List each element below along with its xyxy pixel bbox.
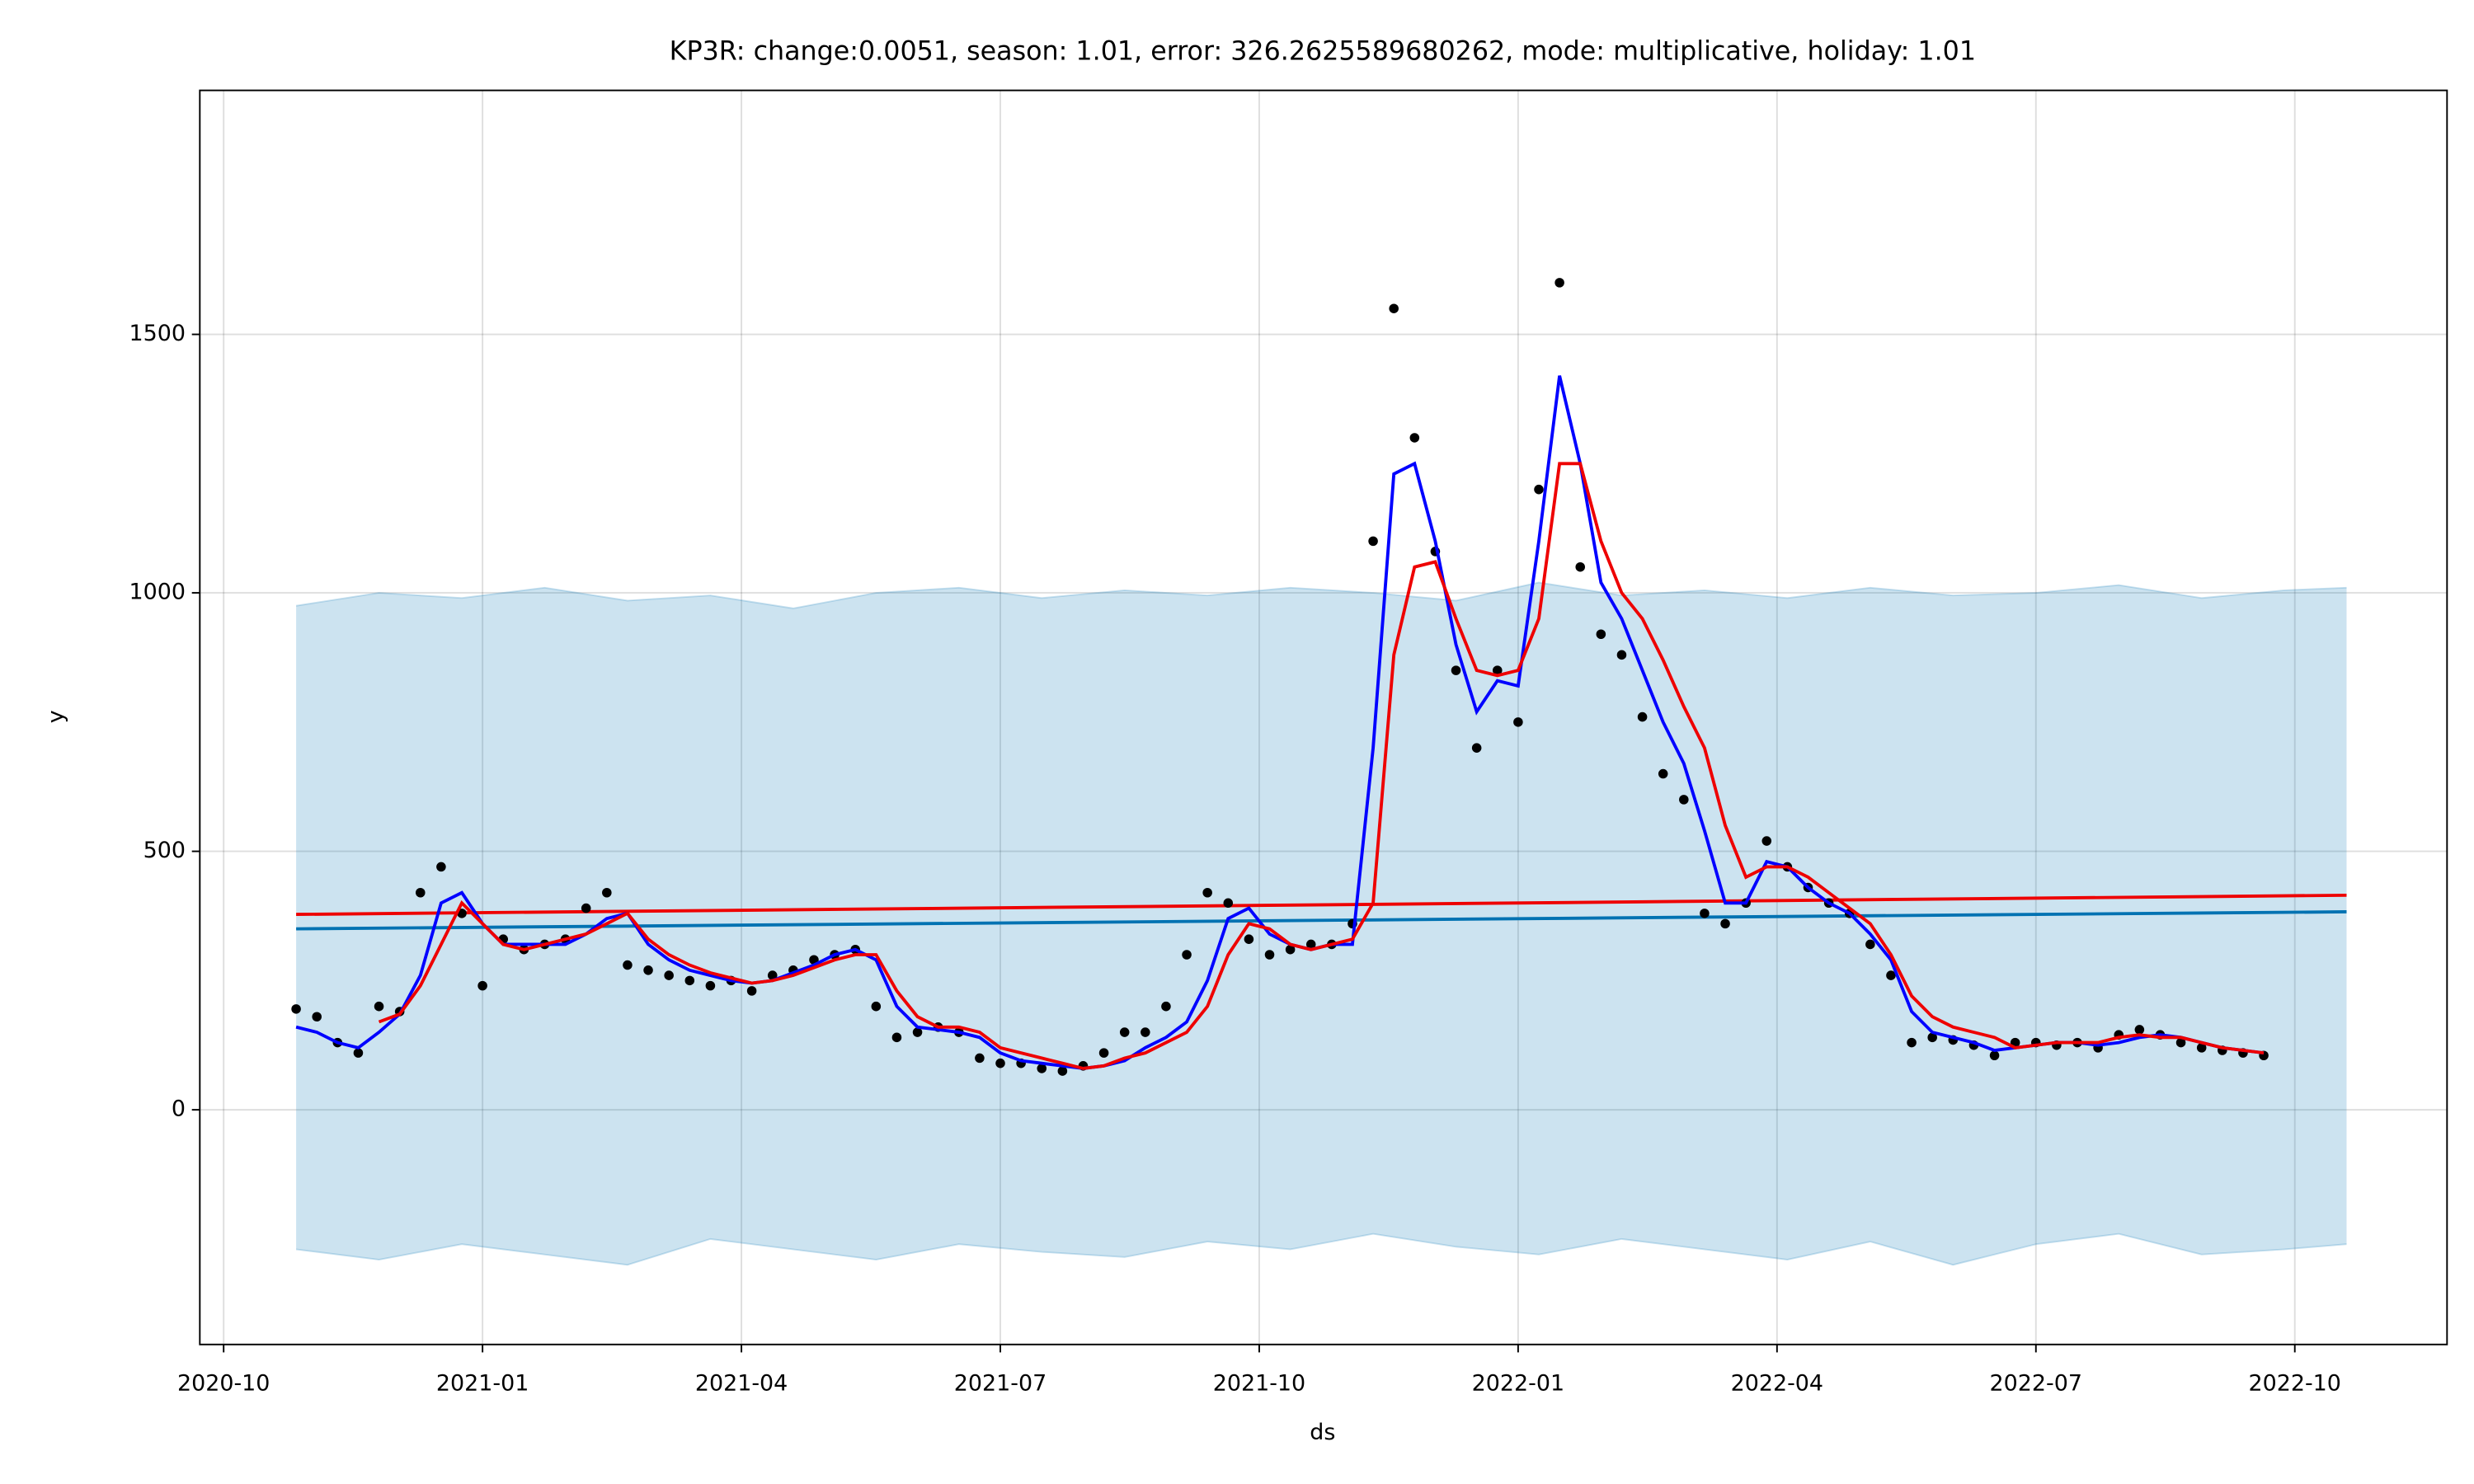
uncertainty-band bbox=[296, 582, 2347, 1266]
data-point bbox=[1989, 1050, 2000, 1061]
data-point bbox=[1596, 629, 1606, 640]
data-point bbox=[1409, 433, 1420, 443]
data-point bbox=[1264, 950, 1275, 960]
x-tick-label: 2021-10 bbox=[1213, 1370, 1305, 1396]
data-point bbox=[871, 1001, 882, 1012]
data-point bbox=[1927, 1032, 1937, 1043]
data-point bbox=[1182, 950, 1192, 960]
x-tick-label: 2022-10 bbox=[2249, 1370, 2341, 1396]
data-point bbox=[1658, 768, 1668, 779]
data-point bbox=[1554, 278, 1564, 288]
data-point bbox=[2175, 1037, 2186, 1048]
x-tick-label: 2022-07 bbox=[1990, 1370, 2082, 1396]
y-tick-label: 1500 bbox=[129, 321, 186, 346]
band-lower-edge bbox=[295, 1233, 2347, 1266]
x-tick-label: 2021-04 bbox=[695, 1370, 788, 1396]
y-tick-label: 0 bbox=[172, 1097, 186, 1122]
data-point bbox=[664, 970, 674, 980]
data-point bbox=[374, 1001, 384, 1012]
data-point bbox=[623, 960, 633, 970]
data-point bbox=[1305, 939, 1316, 950]
band-upper-edge bbox=[295, 581, 2347, 609]
plot-frame bbox=[199, 89, 2448, 1345]
data-point bbox=[416, 887, 426, 898]
data-point bbox=[1119, 1027, 1130, 1037]
data-point bbox=[1513, 717, 1523, 727]
data-point bbox=[1886, 970, 1896, 980]
x-tick-label: 2020-10 bbox=[177, 1370, 270, 1396]
data-point bbox=[1389, 303, 1399, 313]
data-point bbox=[684, 975, 695, 986]
x-tick-label: 2022-04 bbox=[1731, 1370, 1823, 1396]
data-point bbox=[581, 903, 591, 913]
data-point bbox=[1285, 944, 1296, 955]
plot-area bbox=[199, 89, 2448, 1345]
data-point bbox=[891, 1032, 902, 1043]
data-point bbox=[2134, 1025, 2145, 1035]
data-point bbox=[477, 980, 487, 991]
data-point bbox=[1161, 1001, 1171, 1012]
data-point bbox=[643, 965, 653, 975]
data-point bbox=[1493, 665, 1503, 675]
data-point bbox=[291, 1004, 301, 1014]
data-point bbox=[995, 1058, 1005, 1068]
x-tick-label: 2022-01 bbox=[1472, 1370, 1564, 1396]
data-point bbox=[1700, 909, 1710, 918]
data-point bbox=[353, 1048, 364, 1058]
data-point bbox=[1534, 484, 1544, 495]
data-point bbox=[1368, 536, 1378, 547]
data-point bbox=[1865, 939, 1875, 950]
data-point bbox=[436, 862, 446, 872]
data-point bbox=[975, 1053, 985, 1064]
line bbox=[378, 462, 2265, 1070]
x-tick-label: 2021-01 bbox=[436, 1370, 529, 1396]
data-point bbox=[1057, 1066, 1068, 1076]
data-point bbox=[705, 980, 716, 991]
data-point bbox=[767, 970, 778, 980]
data-point bbox=[1761, 836, 1772, 846]
line bbox=[296, 893, 2347, 917]
data-point bbox=[1616, 650, 1627, 660]
data-point bbox=[312, 1012, 322, 1022]
data-point bbox=[1451, 665, 1461, 675]
data-point bbox=[1720, 918, 1730, 929]
data-point bbox=[1141, 1027, 1150, 1037]
data-point bbox=[1679, 795, 1689, 805]
y-axis-label: y bbox=[44, 710, 69, 723]
y-tick-label: 500 bbox=[143, 838, 186, 863]
data-point bbox=[912, 1027, 923, 1037]
data-point bbox=[1907, 1037, 1917, 1048]
data-point bbox=[1098, 1048, 1109, 1058]
x-axis-label: ds bbox=[1310, 1420, 1335, 1445]
data-point bbox=[2196, 1043, 2207, 1053]
x-tick-label: 2021-07 bbox=[954, 1370, 1047, 1396]
y-tick-label: 1000 bbox=[129, 580, 186, 605]
data-point bbox=[1637, 711, 1648, 722]
data-point bbox=[1244, 934, 1254, 944]
data-point bbox=[1202, 887, 1212, 898]
data-point bbox=[1223, 898, 1234, 909]
data-point bbox=[746, 986, 757, 996]
data-point bbox=[602, 887, 612, 898]
data-point bbox=[1471, 743, 1482, 753]
data-point bbox=[1575, 561, 1586, 572]
chart-title: KP3R: change:0.0051, season: 1.01, error… bbox=[670, 36, 1976, 66]
data-point bbox=[1037, 1064, 1047, 1073]
